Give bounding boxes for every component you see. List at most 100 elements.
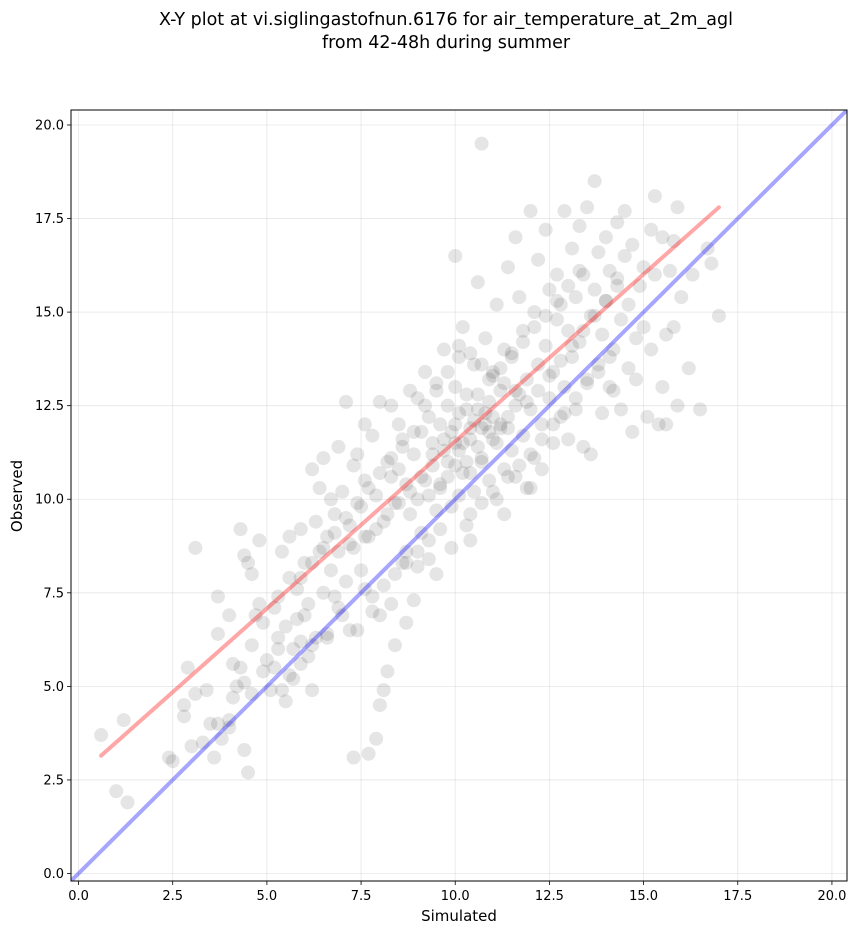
data-point: [418, 364, 433, 379]
data-point: [320, 630, 335, 645]
y-tick-label: 15.0: [35, 306, 64, 321]
data-point: [557, 379, 572, 394]
data-point: [459, 402, 474, 417]
data-point: [636, 320, 651, 335]
data-point: [595, 406, 610, 421]
data-point: [644, 222, 659, 237]
data-point: [237, 743, 252, 758]
data-point: [546, 436, 561, 451]
data-point: [418, 473, 433, 488]
data-point: [425, 447, 440, 462]
data-point: [429, 567, 444, 582]
data-point: [452, 488, 466, 503]
data-point: [410, 559, 425, 574]
data-point: [523, 481, 538, 496]
data-point: [693, 402, 708, 417]
x-tick-label: 7.5: [351, 889, 372, 904]
data-point: [376, 578, 391, 593]
plot-frame: [70, 109, 848, 882]
data-point: [293, 570, 308, 585]
data-point: [606, 342, 621, 357]
data-point: [621, 297, 636, 312]
data-point: [700, 241, 715, 256]
data-point: [576, 323, 591, 338]
data-point: [474, 136, 489, 151]
data-point: [602, 379, 617, 394]
data-point: [308, 630, 323, 645]
y-tick-label: 17.5: [35, 212, 64, 227]
data-point: [365, 428, 380, 443]
data-point: [613, 402, 628, 417]
data-point: [425, 458, 440, 473]
data-point: [305, 462, 320, 477]
data-point: [485, 364, 500, 379]
x-tick-label: 2.5: [162, 889, 183, 904]
data-point: [497, 462, 512, 477]
data-point: [267, 660, 282, 675]
data-point: [222, 720, 237, 735]
data-point: [448, 458, 463, 473]
data-point: [647, 189, 662, 204]
data-point: [497, 342, 512, 357]
data-point: [380, 454, 395, 469]
data-point: [395, 439, 410, 454]
data-point: [406, 424, 421, 439]
data-point: [244, 686, 259, 701]
data-point: [485, 484, 500, 499]
data-point: [538, 222, 553, 237]
data-point: [346, 458, 361, 473]
data-point: [640, 409, 655, 424]
data-point: [297, 608, 312, 623]
data-point: [572, 335, 587, 350]
y-axis-ticks: 0.0 2.5 5.0 7.5 10.0 12.5 15.0 17.5 20.0: [35, 118, 71, 882]
data-point: [523, 447, 538, 462]
data-point: [267, 600, 282, 615]
data-point: [271, 630, 286, 645]
data-point: [274, 544, 289, 559]
data-point: [527, 305, 542, 320]
data-point: [399, 477, 414, 492]
data-point: [421, 488, 436, 503]
data-point: [610, 271, 625, 286]
data-point: [384, 469, 399, 484]
data-point: [369, 488, 384, 503]
data-point: [94, 728, 109, 743]
data-point: [207, 750, 222, 765]
data-point: [482, 394, 497, 409]
data-point: [256, 615, 271, 630]
data-point: [225, 690, 240, 705]
data-point: [546, 417, 561, 432]
data-point: [662, 263, 677, 278]
data-point: [271, 641, 286, 656]
data-point: [474, 454, 489, 469]
x-tick-label: 0.0: [68, 889, 89, 904]
data-point: [225, 656, 240, 671]
data-point: [320, 529, 335, 544]
data-point: [670, 398, 685, 413]
y-tick-label: 5.0: [43, 680, 64, 695]
data-point: [338, 574, 353, 589]
data-point: [482, 473, 497, 488]
data-point: [448, 417, 463, 432]
data-point: [485, 368, 500, 383]
data-point: [278, 619, 293, 634]
data-point: [305, 555, 320, 570]
data-point: [278, 694, 293, 709]
data-point: [301, 649, 316, 664]
data-point: [406, 593, 421, 608]
data-point: [606, 383, 621, 398]
data-point: [561, 432, 576, 447]
data-point: [500, 421, 515, 436]
data-point: [433, 417, 448, 432]
data-point: [580, 372, 595, 387]
grid: [71, 110, 847, 881]
data-point: [500, 469, 515, 484]
data-point: [384, 398, 399, 413]
data-point: [576, 267, 591, 282]
data-point: [395, 555, 410, 570]
data-point: [210, 716, 225, 731]
y-tick-label: 7.5: [43, 586, 64, 601]
data-point: [403, 484, 418, 499]
data-point: [440, 364, 455, 379]
data-point: [414, 424, 429, 439]
